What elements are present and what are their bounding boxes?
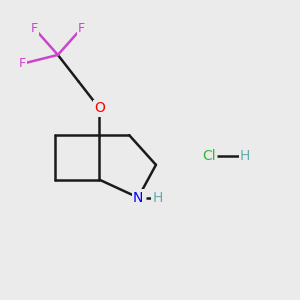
Text: O: O (94, 101, 105, 116)
Text: Cl: Cl (202, 149, 216, 163)
Text: N: N (133, 190, 143, 205)
Text: H: H (240, 149, 250, 163)
Text: H: H (152, 190, 163, 205)
Text: F: F (31, 22, 38, 34)
Text: F: F (19, 57, 26, 70)
Text: F: F (78, 22, 85, 34)
